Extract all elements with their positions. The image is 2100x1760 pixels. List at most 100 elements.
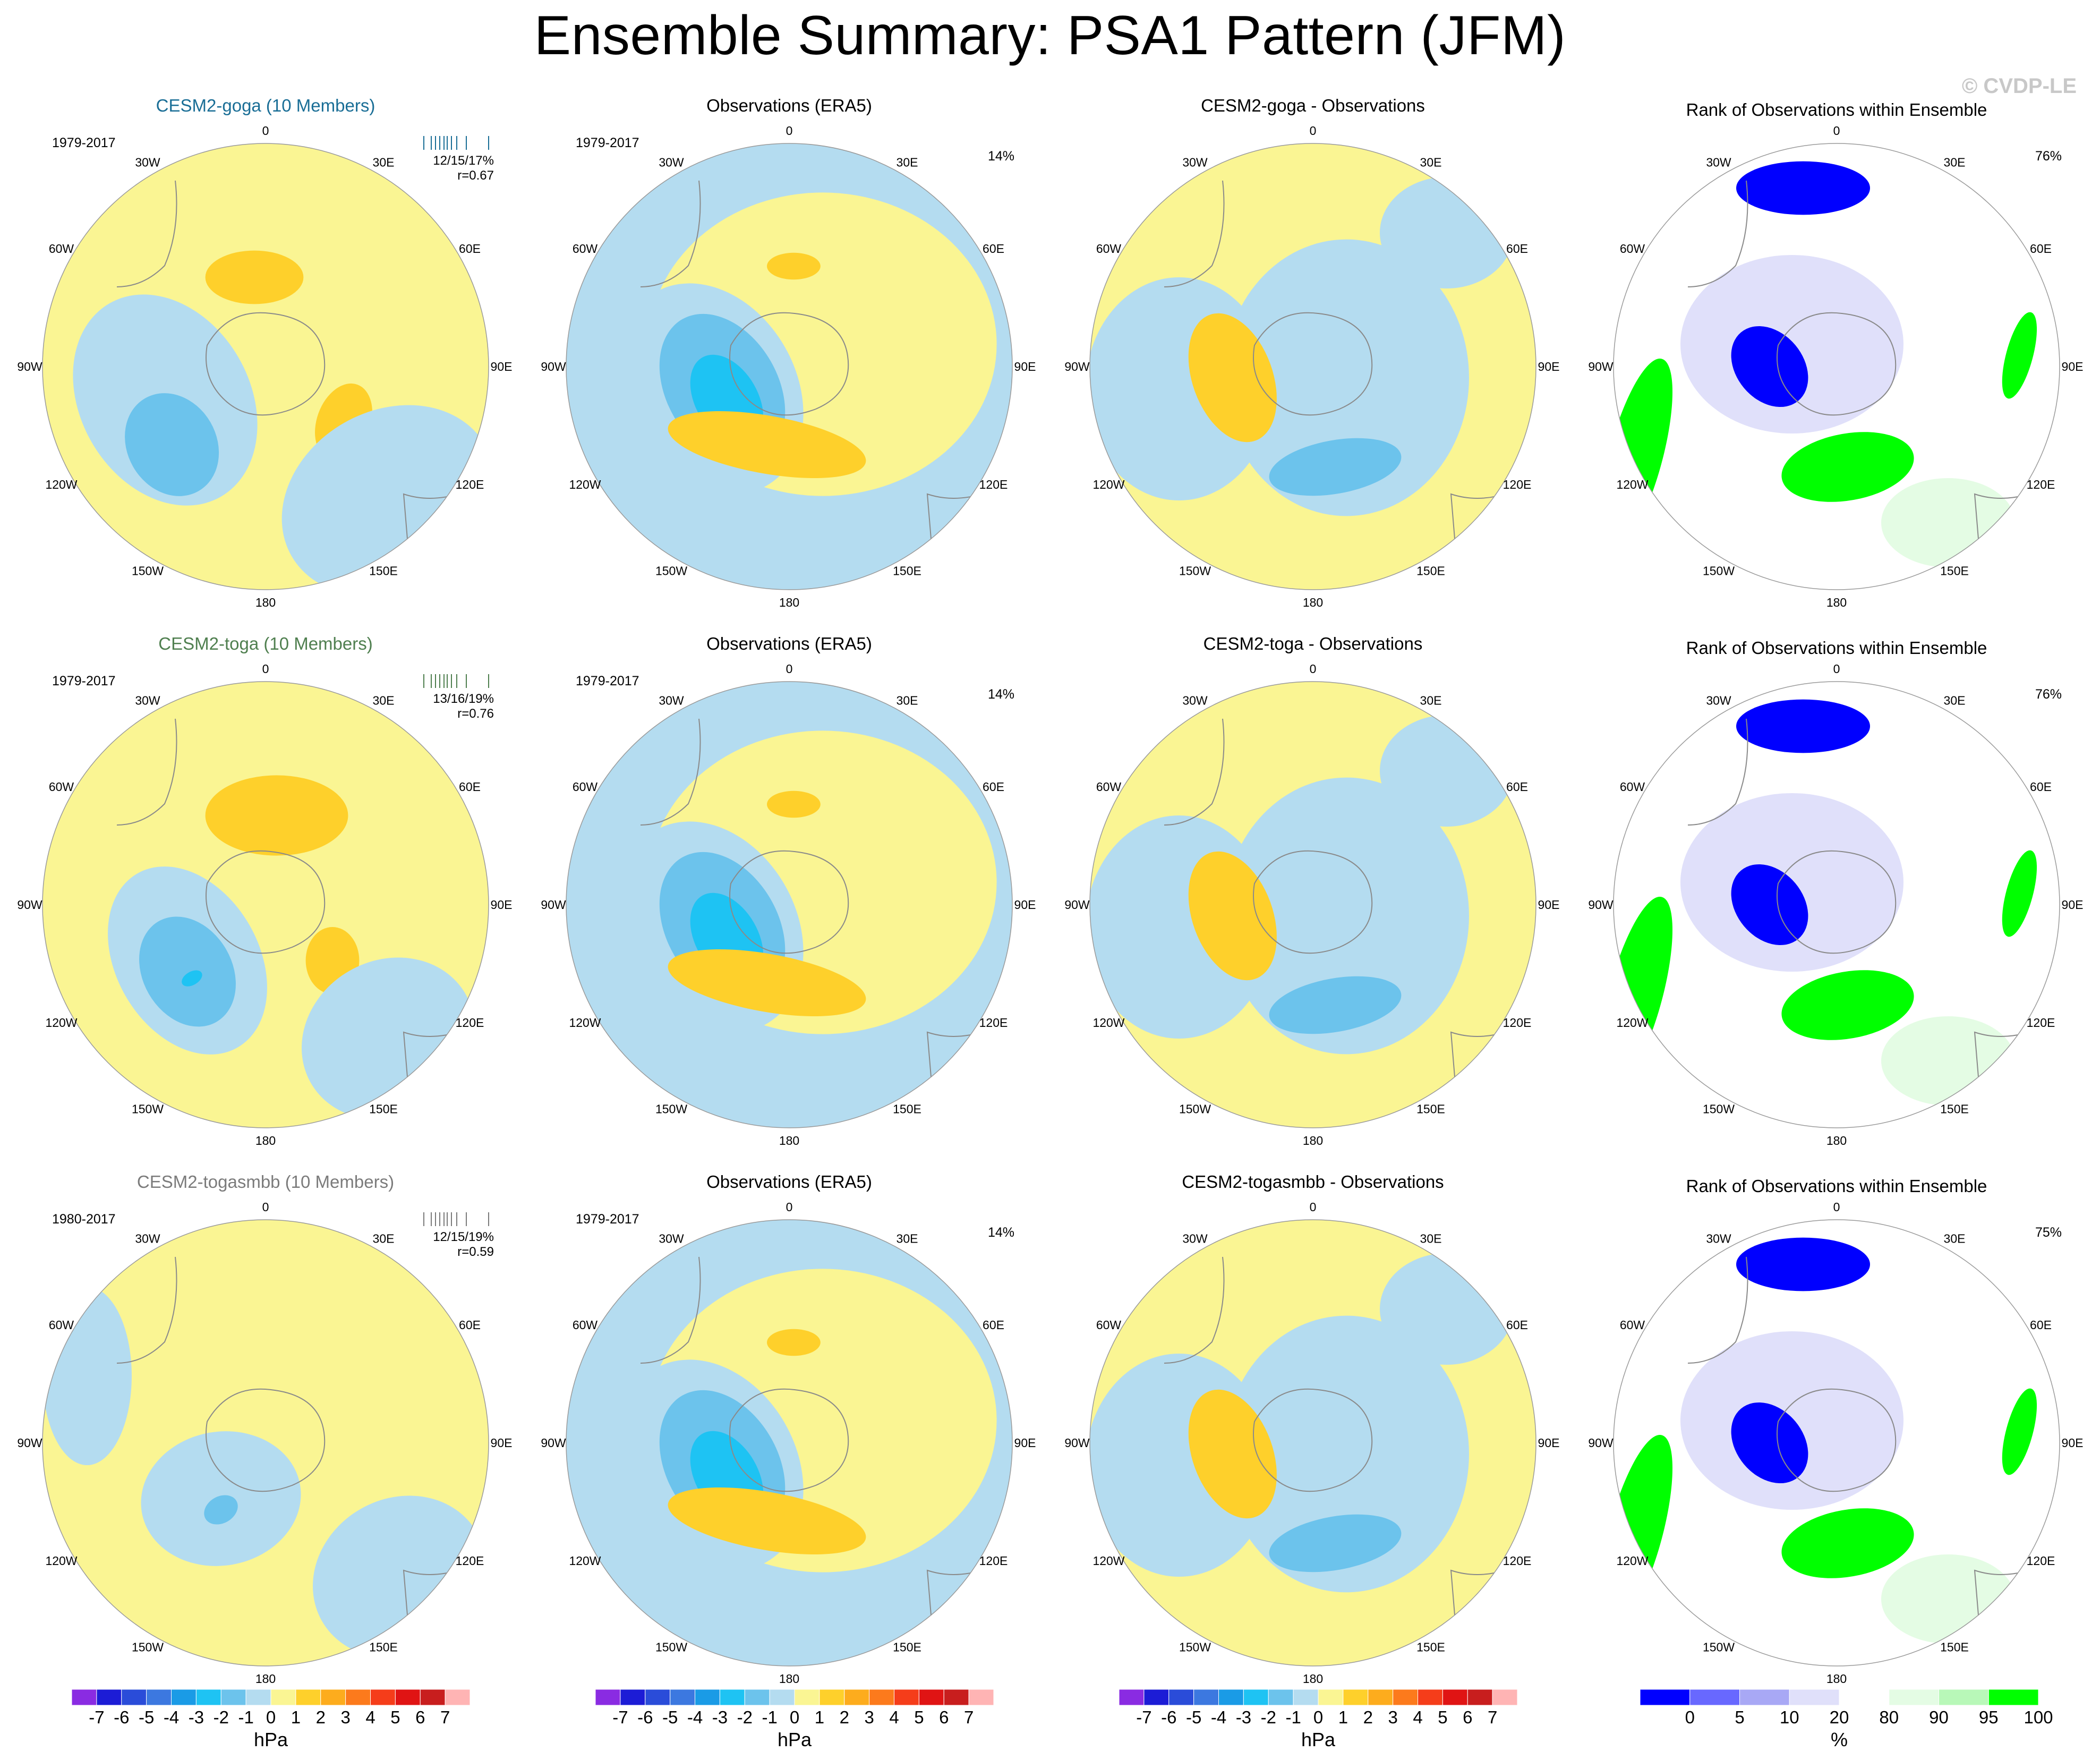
colorbar-swatch	[1393, 1689, 1418, 1706]
colorbar-swatch	[1640, 1689, 1691, 1706]
longitude-label: 120W	[569, 1016, 601, 1030]
longitude-label: 150W	[1703, 1640, 1735, 1654]
longitude-label: 60E	[1506, 780, 1528, 794]
colorbar-tick-label: -3	[712, 1707, 728, 1727]
model-panel-title: CESM2-goga (10 Members)	[156, 96, 375, 115]
rank-contour-region	[1881, 478, 2015, 567]
rank-panel-title: Rank of Observations within Ensemble	[1686, 100, 1987, 120]
colorbar-tick-label: 4	[889, 1707, 899, 1727]
colorbar-tick-label: -4	[1210, 1707, 1227, 1727]
obs-map: 0 30E 60E 90E 120E 150E 180 150W 120W 90W 60W 30W	[541, 1200, 1036, 1686]
model-contour-region	[182, 970, 202, 987]
longitude-label: 120E	[456, 1554, 484, 1568]
colorbar-swatch	[146, 1689, 172, 1706]
colorbar-swatch	[1168, 1689, 1194, 1706]
longitude-label: 150E	[1940, 1102, 1969, 1116]
antarctica-coastline	[1253, 850, 1373, 954]
colorbar-tick-label: -2	[1260, 1707, 1276, 1727]
longitude-label: 180	[1303, 1134, 1323, 1147]
colorbar: -7 -6 -5 -4 -3 -2 -1 0 1 2 3 4 5 6 7 hPa	[1119, 1689, 1518, 1758]
longitude-label: 0	[1833, 124, 1840, 138]
diff-contour-region	[1269, 1514, 1402, 1572]
globe-border	[566, 681, 1013, 1128]
colorbar-swatch	[96, 1689, 122, 1706]
antarctica-coastline	[729, 850, 849, 954]
longitude-label: 180	[1826, 596, 1847, 609]
pct-variance-stats: 12/15/19%	[433, 1230, 494, 1244]
longitude-label: 120E	[2027, 1554, 2055, 1568]
rank-contour-region	[2002, 1388, 2037, 1475]
colorbar-swatch	[1293, 1689, 1319, 1706]
longitude-label: 60E	[1506, 242, 1528, 256]
longitude-label: 90E	[2062, 360, 2084, 373]
longitude-label: 90E	[2062, 898, 2084, 912]
rank-contour-region	[1781, 1508, 1914, 1578]
colorbar-swatch	[1889, 1689, 1939, 1706]
longitude-label: 30W	[659, 693, 684, 707]
longitude-label: 60W	[573, 780, 598, 794]
rank-pct-label: 76%	[2035, 687, 2062, 702]
longitude-label: 120E	[456, 478, 484, 491]
pct-variance-label: 14%	[987, 687, 1014, 702]
longitude-label: 60E	[2030, 780, 2052, 794]
globe-border	[42, 681, 489, 1128]
rank-contour-region	[2002, 312, 2037, 399]
longitude-label: 90E	[491, 898, 513, 912]
model-contour-region	[139, 916, 236, 1027]
colorbar-swatch	[420, 1689, 446, 1706]
longitude-label: 90W	[1588, 360, 1614, 373]
longitude-label: 90E	[1538, 360, 1560, 373]
longitude-label: 0	[786, 1200, 793, 1214]
longitude-label: 180	[779, 596, 799, 609]
colorbar-tick-label: 0	[1685, 1707, 1695, 1727]
rank-contour-region	[1736, 1237, 1870, 1291]
longitude-label: 150E	[1940, 1640, 1969, 1654]
colorbar-tick-label: -1	[762, 1707, 778, 1727]
longitude-label: 60W	[49, 780, 74, 794]
rank-panel: 0 30E 60E 90E 120E 150E 180 150W 120W 90W 60W 30W Ra…	[1582, 634, 2092, 1165]
diff-panel: 0 30E 60E 90E 120E 150E 180 150W 120W 90W 60W 30W CE…	[1058, 96, 1568, 627]
period-label: 1979-2017	[576, 135, 639, 150]
colorbar-swatch	[1492, 1689, 1518, 1706]
colorbar-tick-label: 0	[1313, 1707, 1324, 1727]
colorbar-tick-label: 10	[1779, 1707, 1799, 1727]
pattern-correlation: r=0.76	[457, 707, 494, 721]
colorbar-tick-label: 5	[1438, 1707, 1448, 1727]
colorbar-swatch	[670, 1689, 695, 1706]
colorbar-tick-label: -6	[1161, 1707, 1177, 1727]
colorbar-swatch	[1243, 1689, 1269, 1706]
antarctica-coastline	[1777, 1388, 1897, 1492]
longitude-label: 0	[262, 124, 269, 138]
colorbar-tick-label: 6	[415, 1707, 425, 1727]
colorbar-tick-label: 7	[440, 1707, 450, 1727]
globe-border	[42, 143, 489, 590]
colorbar-swatch	[220, 1689, 246, 1706]
obs-contour-region	[767, 252, 821, 280]
obs-panel: 0 30E 60E 90E 120E 150E 180 150W 120W 90W 60W 30W Ob…	[534, 634, 1044, 1165]
longitude-label: 90W	[541, 1436, 566, 1450]
longitude-label: 60W	[1096, 242, 1122, 256]
colorbar-swatch	[270, 1689, 296, 1706]
rank-contour-region	[2002, 850, 2037, 937]
longitude-label: 60W	[1620, 780, 1645, 794]
longitude-label: 180	[255, 1672, 276, 1686]
diff-contour-region	[1269, 976, 1402, 1034]
model-panel: 0 30E 60E 90E 120E 150E 180 150W 120W 90W 60W 30W CE…	[11, 96, 520, 627]
page-title: Ensemble Summary: PSA1 Pattern (JFM)	[534, 5, 1566, 66]
model-contour-region	[205, 775, 348, 856]
colorbar-tick-label: -6	[114, 1707, 130, 1727]
colorbar-tick-label: 80	[1879, 1707, 1899, 1727]
longitude-label: 180	[255, 596, 276, 609]
obs-contour-region	[767, 1329, 821, 1356]
colorbar-tick-label: -4	[687, 1707, 703, 1727]
colorbar-tick-label: 100	[2024, 1707, 2053, 1727]
longitude-label: 60W	[573, 242, 598, 256]
south-america-coastline	[1164, 180, 1225, 287]
colorbar-tick-label: 1	[291, 1707, 301, 1727]
longitude-label: 60W	[49, 242, 74, 256]
colorbar-swatch	[869, 1689, 894, 1706]
member-ticks	[423, 674, 489, 688]
longitude-label: 90W	[17, 898, 42, 912]
colorbar-swatch	[1119, 1689, 1145, 1706]
longitude-label: 30E	[373, 155, 395, 169]
